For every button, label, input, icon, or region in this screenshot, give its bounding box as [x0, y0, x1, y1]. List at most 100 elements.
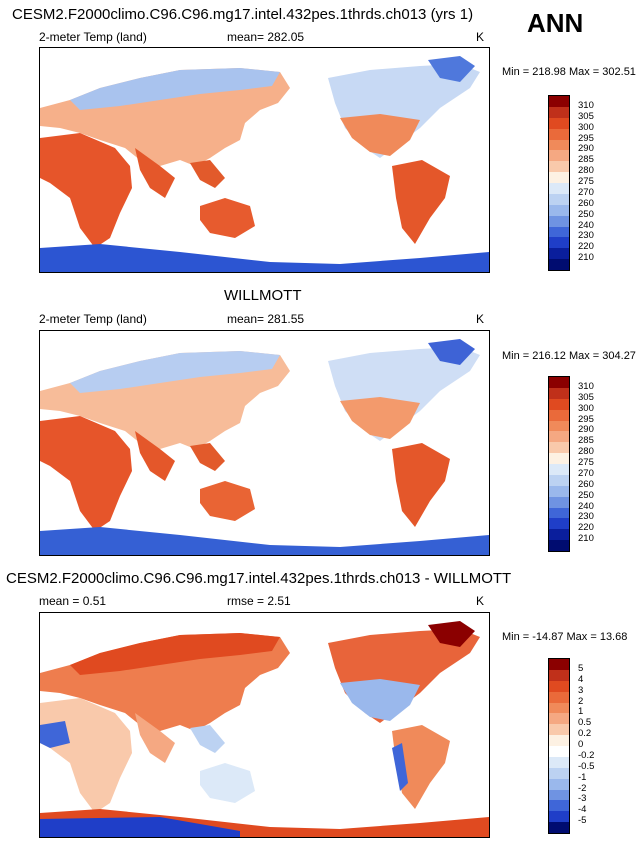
africa-west-anomaly	[40, 721, 70, 748]
colorbar-swatch	[549, 204, 569, 216]
colorbar-swatch	[549, 453, 569, 464]
panel-test-variable: 2-meter Temp (land)	[39, 30, 147, 44]
southeast-asia-shape	[190, 160, 225, 188]
usa-shape	[340, 114, 420, 156]
africa-shape	[40, 133, 132, 248]
colorbar-tick-label: 4	[578, 673, 584, 685]
colorbar-swatch	[549, 474, 569, 486]
colorbar-tick-label: 280	[578, 165, 594, 177]
colorbar-swatch	[549, 529, 569, 541]
colorbar-swatch	[549, 193, 569, 205]
colorbar-tick-label: 295	[578, 132, 594, 144]
panel-diff-mean: mean = 0.51	[39, 594, 107, 608]
colorbar-tick-label: 290	[578, 143, 594, 155]
colorbar-swatch	[549, 518, 569, 530]
colorbar-swatch	[549, 507, 569, 519]
panel-test-units: K	[476, 30, 485, 44]
panel-reference-variable: 2-meter Temp (land)	[39, 312, 147, 326]
south-asia-shape	[135, 431, 175, 481]
panel-diff-units: K	[476, 594, 485, 608]
panel-reference-colorbar	[548, 376, 570, 552]
colorbar-tick-label: -0.2	[578, 749, 595, 761]
colorbar-tick-label: 270	[578, 186, 594, 198]
panel-diff-rmse: rmse = 2.51	[227, 594, 291, 608]
colorbar-tick-label: 300	[578, 121, 594, 133]
panel-diff-colorbar	[548, 658, 570, 834]
colorbar-swatch	[549, 150, 569, 162]
colorbar-swatch	[549, 680, 569, 692]
colorbar-tick-label: 310	[578, 99, 594, 111]
colorbar-tick-label: 0.5	[578, 717, 592, 729]
colorbar-swatch	[549, 248, 569, 260]
colorbar-tick-label: -0.5	[578, 760, 595, 772]
australia-shape	[200, 481, 255, 521]
colorbar-swatch	[549, 226, 569, 238]
panel-test-colorbar-labels: 310 305 300 295 290 285 280 275 270 260 250 240 230 2…	[578, 95, 618, 271]
colorbar-swatch	[549, 409, 569, 421]
colorbar-swatch	[549, 431, 569, 443]
colorbar-tick-label: 220	[578, 522, 594, 534]
land-masses	[40, 621, 489, 837]
greenland-shape	[428, 621, 475, 647]
colorbar-swatch	[549, 540, 569, 551]
colorbar-swatch	[549, 464, 569, 475]
colorbar-tick-label: 5	[578, 662, 584, 674]
colorbar-tick-label: 230	[578, 230, 594, 242]
siberia-shape	[70, 68, 280, 110]
map-diff-svg	[40, 621, 489, 837]
panel-test-title: CESM2.F2000climo.C96.C96.mg17.intel.432p…	[12, 6, 474, 23]
panel-reference-map	[39, 330, 490, 556]
usa-shape	[340, 397, 420, 439]
colorbar-tick-label: 285	[578, 435, 594, 447]
colorbar-tick-label: 270	[578, 467, 594, 479]
colorbar-swatch	[549, 778, 569, 790]
colorbar-swatch	[549, 387, 569, 399]
colorbar-swatch	[549, 139, 569, 151]
panel-test-map	[39, 47, 490, 273]
panel-diff-colorbar-labels: 5 4 3 2 1 0.5 0.2 0 -0.2 -0.5 -1 -2 -3 -4 -5	[578, 658, 618, 834]
colorbar-swatch	[549, 811, 569, 823]
colorbar-swatch	[549, 669, 569, 681]
land-masses	[40, 339, 489, 555]
map-reference-svg	[40, 339, 489, 555]
panel-reference-title: WILLMOTT	[224, 287, 302, 304]
colorbar-tick-label: 250	[578, 208, 594, 220]
colorbar-swatch	[549, 746, 569, 757]
panel-reference-units: K	[476, 312, 485, 326]
panel-diff-minmax: Min = -14.87 Max = 13.68	[502, 631, 628, 643]
colorbar-tick-label: 305	[578, 110, 594, 122]
south-america-shape	[392, 443, 450, 527]
colorbar-swatch	[549, 691, 569, 703]
colorbar-swatch	[549, 128, 569, 140]
panel-test-mean: mean= 282.05	[227, 30, 305, 44]
usa-shape	[340, 679, 420, 721]
colorbar-swatch	[549, 756, 569, 768]
andes-anomaly	[392, 743, 408, 791]
colorbar-tick-label: 305	[578, 391, 594, 403]
africa-shape	[40, 698, 132, 813]
colorbar-swatch	[549, 117, 569, 129]
colorbar-tick-label: 260	[578, 197, 594, 209]
colorbar-swatch	[549, 735, 569, 746]
southeast-asia-shape	[190, 725, 225, 753]
panel-test-colorbar	[548, 95, 570, 271]
africa-shape	[40, 416, 132, 531]
colorbar-swatch	[549, 96, 569, 107]
colorbar-tick-label: 0	[578, 739, 584, 750]
land-masses	[40, 56, 489, 272]
colorbar-tick-label: 310	[578, 380, 594, 392]
colorbar-swatch	[549, 659, 569, 670]
colorbar-swatch	[549, 713, 569, 725]
colorbar-tick-label: -1	[578, 771, 587, 783]
antarctica-shape	[40, 244, 489, 272]
colorbar-swatch	[549, 215, 569, 227]
colorbar-swatch	[549, 496, 569, 508]
colorbar-swatch	[549, 259, 569, 270]
colorbar-tick-label: 295	[578, 413, 594, 425]
colorbar-tick-label: 3	[578, 684, 584, 696]
colorbar-swatch	[549, 106, 569, 118]
colorbar-swatch	[549, 485, 569, 497]
colorbar-tick-label: 240	[578, 219, 594, 231]
colorbar-swatch	[549, 800, 569, 812]
colorbar-tick-label: 0.2	[578, 728, 592, 740]
